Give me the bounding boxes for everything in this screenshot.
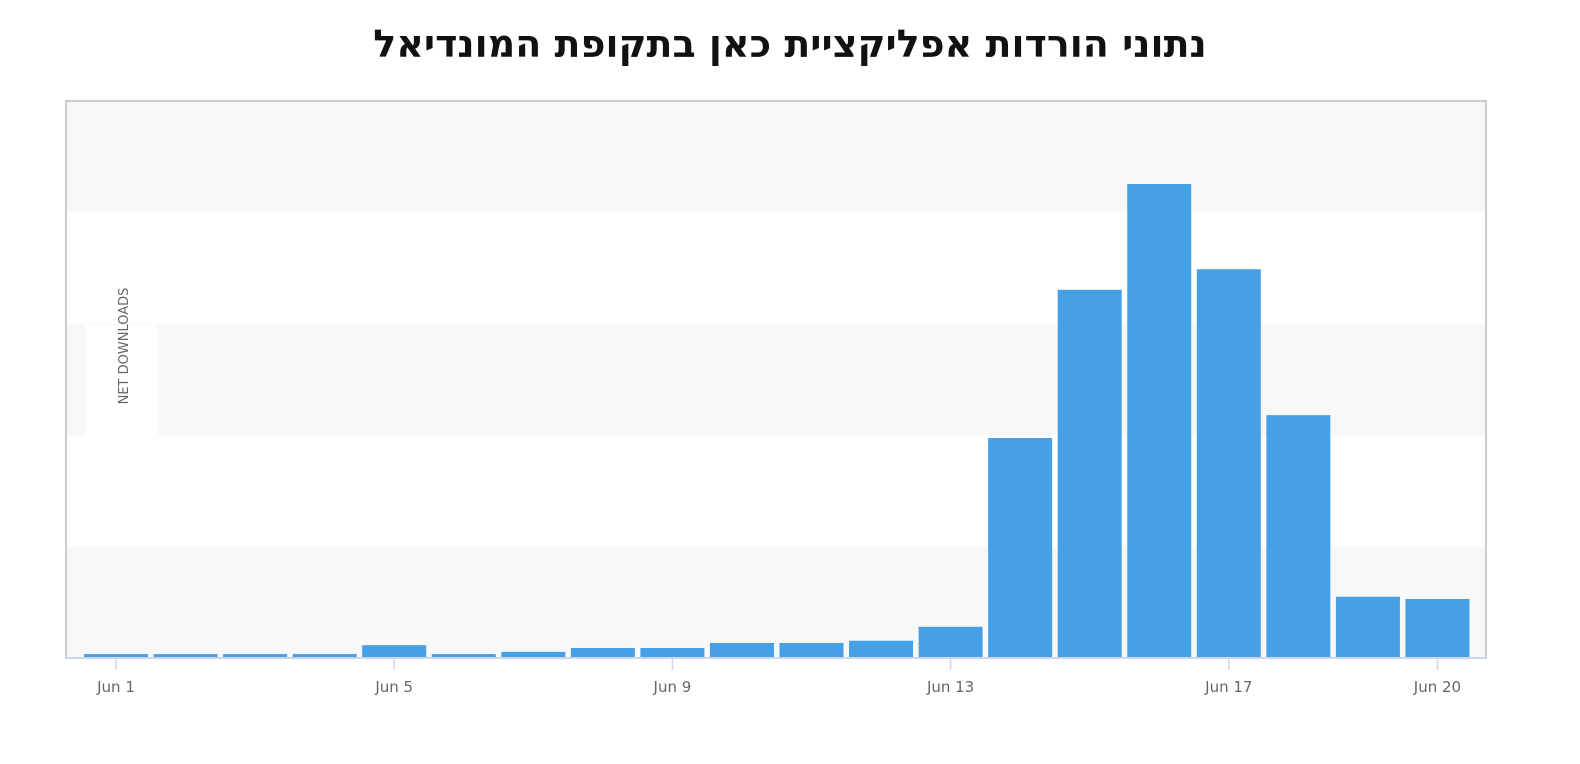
bar-jun-1 bbox=[84, 654, 148, 658]
bar-jun-14 bbox=[988, 437, 1053, 658]
grid-band bbox=[66, 101, 1486, 213]
bar-jun-8 bbox=[570, 647, 635, 658]
chart-title: נתוני הורדות אפליקציית כאן בתקופת המונדי… bbox=[373, 22, 1207, 66]
bar-jun-17 bbox=[1196, 269, 1261, 658]
x-tick-label: Jun 5 bbox=[374, 678, 413, 696]
grid-band bbox=[66, 212, 1486, 324]
bar-jun-5 bbox=[362, 645, 427, 658]
x-tick-label: Jun 1 bbox=[96, 678, 135, 696]
bar-jun-4 bbox=[292, 654, 357, 658]
y-axis-label-background bbox=[86, 325, 158, 436]
bar-jun-6 bbox=[431, 654, 496, 658]
x-tick-label: Jun 9 bbox=[653, 678, 692, 696]
bar-jun-10 bbox=[709, 642, 774, 658]
x-tick-label: Jun 13 bbox=[926, 678, 974, 696]
bar-jun-2 bbox=[153, 654, 218, 658]
x-tick-label: Jun 17 bbox=[1204, 678, 1252, 696]
bar-jun-18 bbox=[1266, 415, 1331, 658]
bar-jun-13 bbox=[918, 626, 983, 658]
bar-jun-15 bbox=[1057, 289, 1122, 658]
bar-jun-11 bbox=[779, 642, 844, 658]
bar-jun-3 bbox=[223, 654, 288, 658]
bar-jun-7 bbox=[501, 651, 566, 658]
bar-jun-16 bbox=[1127, 183, 1192, 659]
bar-jun-12 bbox=[849, 640, 914, 658]
bar-jun-20 bbox=[1405, 598, 1470, 658]
x-tick-label: Jun 20 bbox=[1413, 678, 1461, 696]
y-axis-label: NET DOWNLOADS bbox=[117, 288, 132, 405]
bar-jun-19 bbox=[1335, 596, 1400, 658]
bar-jun-9 bbox=[640, 647, 705, 658]
